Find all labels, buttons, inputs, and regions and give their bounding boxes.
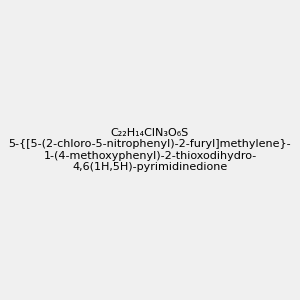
Text: C₂₂H₁₄ClN₃O₆S
5-{[5-(2-chloro-5-nitrophenyl)-2-furyl]methylene}-
1-(4-methoxyphe: C₂₂H₁₄ClN₃O₆S 5-{[5-(2-chloro-5-nitrophe…: [9, 128, 291, 172]
